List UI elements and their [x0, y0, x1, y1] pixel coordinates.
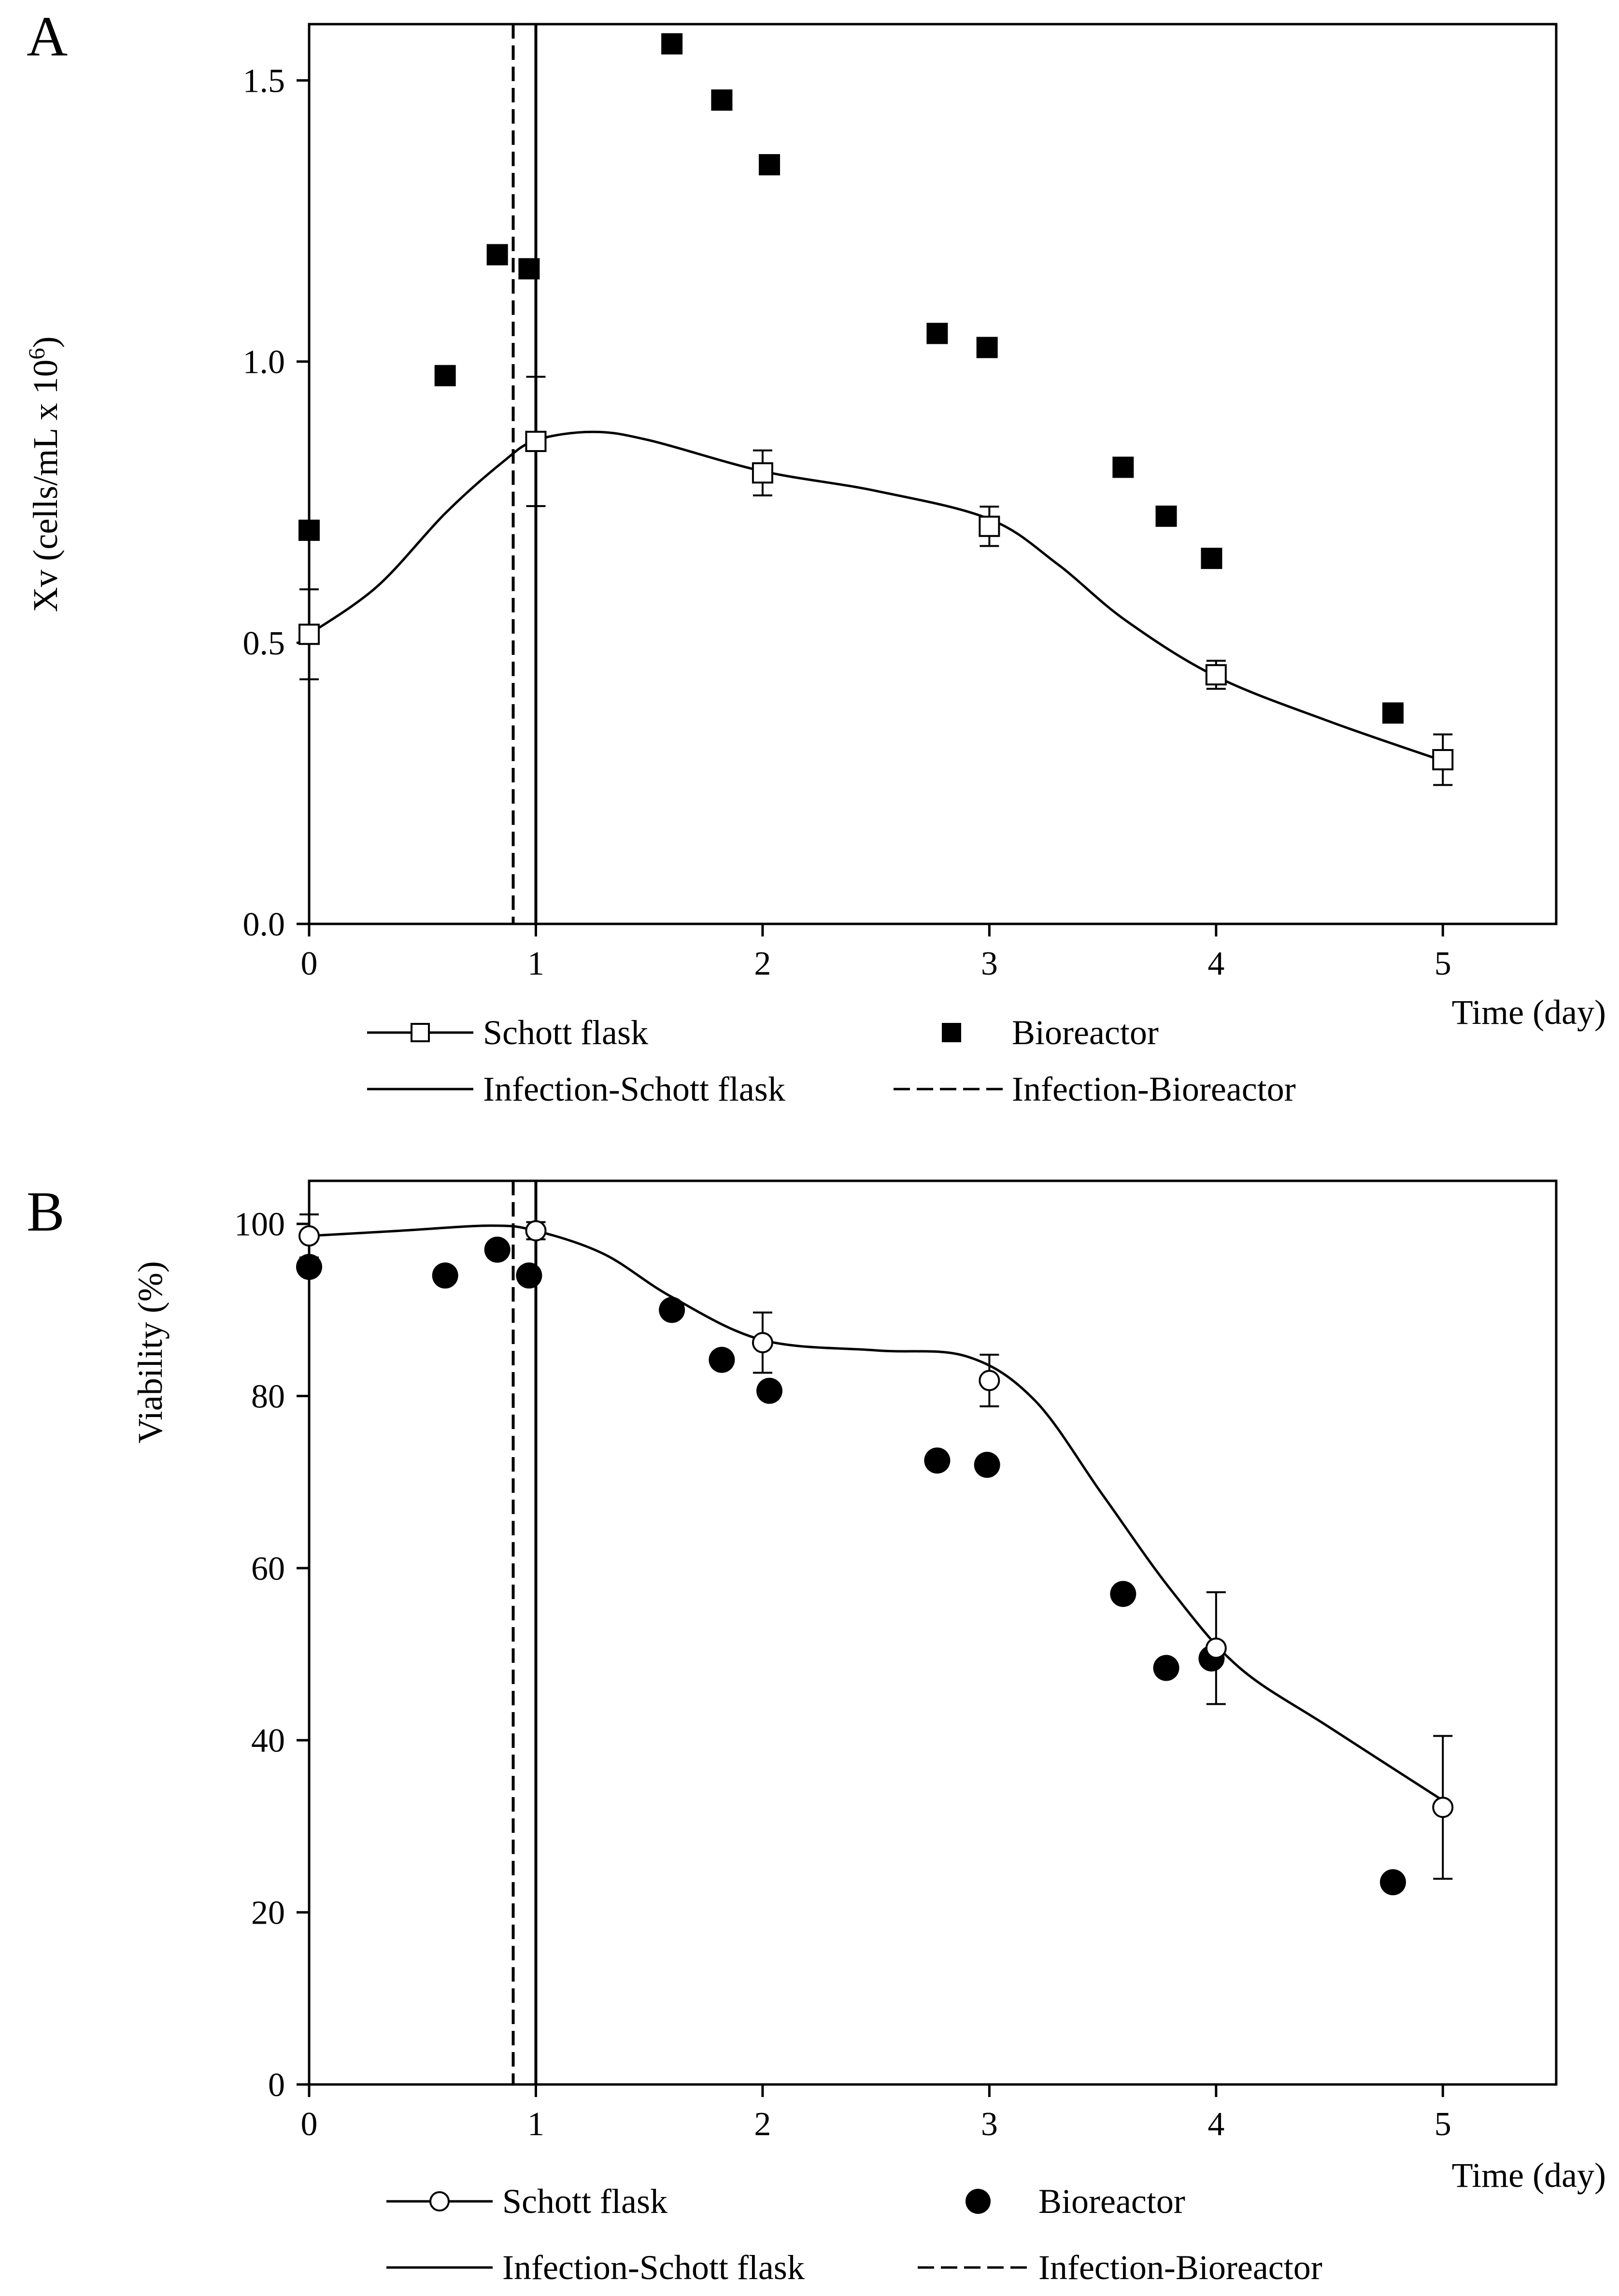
- bioreactor-point: [926, 323, 948, 344]
- bioreactor-point: [1155, 505, 1177, 527]
- bioreactor-point: [659, 1297, 685, 1323]
- x-tick-label: 4: [1207, 2106, 1224, 2143]
- x-axis-title: Time (day): [1452, 993, 1606, 1032]
- bioreactor-point: [518, 258, 540, 280]
- legend-schott-flask-label: Schott flask: [502, 2182, 667, 2221]
- x-tick-label: 3: [981, 2106, 998, 2143]
- y-tick-label: 80: [251, 1378, 285, 1415]
- legend: Schott flask Bioreactor Infection-Schott f…: [367, 1013, 1296, 1108]
- schott-flask-point: [1205, 1637, 1227, 1659]
- schott-flask-point: [979, 515, 1000, 537]
- bioreactor-point: [432, 1262, 458, 1289]
- schott-flask-point: [752, 1332, 773, 1353]
- x-tick-label: 2: [754, 2106, 771, 2143]
- legend-infection-bioreactor-label: Infection-Bioreactor: [1038, 2248, 1322, 2287]
- schott-flask-point: [979, 1370, 1000, 1391]
- bioreactor-point: [298, 519, 320, 541]
- bioreactor-point: [758, 154, 780, 176]
- legend-bioreactor-marker: [942, 1023, 961, 1042]
- y-tick-label: 0.0: [243, 906, 285, 943]
- bioreactor-point: [484, 1236, 511, 1263]
- x-tick-label: 5: [1434, 2106, 1451, 2143]
- x-tick-label: 2: [754, 945, 771, 982]
- schott-flask-point: [525, 1220, 547, 1242]
- y-tick-label: 1.5: [243, 62, 285, 99]
- bioreactor-point: [709, 1346, 735, 1373]
- x-tick-label: 3: [981, 945, 998, 982]
- y-tick-label: 0.5: [243, 625, 285, 662]
- x-tick-label: 0: [301, 2106, 318, 2143]
- legend-schott-flask-marker: [429, 2191, 450, 2211]
- bioreactor-point: [296, 1254, 322, 1280]
- legend-schott-flask-label: Schott flask: [483, 1013, 648, 1052]
- legend-infection-schott-flask-label: Infection-Schott flask: [483, 1070, 785, 1108]
- x-tick-label: 1: [527, 2106, 544, 2143]
- y-tick-label: 40: [251, 1722, 285, 1759]
- y-tick-label: 1.0: [243, 344, 285, 381]
- bioreactor-point: [1201, 548, 1222, 569]
- legend-bioreactor-marker: [966, 2189, 991, 2214]
- bioreactor-point: [756, 1377, 782, 1404]
- bioreactor-point: [1382, 702, 1404, 724]
- schott-flask-point: [1432, 749, 1454, 771]
- schott-flask-fit-curve: [308, 430, 1444, 762]
- bioreactor-point: [1153, 1655, 1179, 1681]
- x-axis-title: Time (day): [1452, 2156, 1606, 2195]
- schott-flask-point: [298, 1225, 320, 1247]
- schott-flask-fit-curve: [309, 1224, 1444, 1802]
- bioreactor-point: [974, 1452, 1000, 1478]
- y-axis-title: Xv (cells/mL x 106): [24, 336, 65, 612]
- legend-bioreactor-label: Bioreactor: [1012, 1013, 1159, 1052]
- bioreactor-point: [1112, 456, 1134, 478]
- y-tick-label: 60: [251, 1550, 285, 1587]
- bioreactor-point: [976, 337, 998, 358]
- bioreactor-point: [516, 1262, 542, 1289]
- bioreactor-point: [434, 365, 456, 386]
- panel-letter: A: [27, 5, 68, 68]
- bioreactor-point: [924, 1447, 951, 1474]
- bioreactor-point: [486, 244, 508, 266]
- legend-infection-bioreactor-label: Infection-Bioreactor: [1012, 1070, 1296, 1108]
- x-tick-label: 0: [301, 945, 318, 982]
- bioreactor-point: [1379, 1869, 1406, 1896]
- schott-flask-point: [525, 430, 547, 452]
- panel-letter: B: [27, 1180, 65, 1243]
- schott-flask-point: [1432, 1797, 1454, 1818]
- panel-b: B 0 1 2 3 4 5 0 20 40 60 80 100 Viability (%) Time (da…: [27, 1179, 1606, 2287]
- schott-flask-point: [298, 624, 320, 645]
- bioreactor-point: [661, 33, 683, 55]
- y-axis-title: Viability (%): [131, 1261, 170, 1444]
- bioreactor-point: [711, 89, 733, 111]
- legend-schott-flask-marker: [411, 1023, 430, 1042]
- legend-bioreactor-label: Bioreactor: [1038, 2182, 1185, 2221]
- bioreactor-point: [1110, 1581, 1136, 1607]
- x-tick-label: 5: [1434, 945, 1451, 982]
- y-tick-label: 100: [234, 1206, 285, 1243]
- x-tick-label: 1: [527, 945, 544, 982]
- legend-infection-schott-flask-label: Infection-Schott flask: [502, 2248, 805, 2287]
- legend: Schott flask Bioreactor Infection-Schott f…: [386, 2182, 1322, 2287]
- schott-flask-point: [1205, 664, 1227, 686]
- plot-frame: [308, 1179, 1558, 2086]
- x-tick-label: 4: [1207, 945, 1224, 982]
- y-tick-label: 0: [268, 2067, 285, 2104]
- y-tick-label: 20: [251, 1895, 285, 1932]
- plot-frame: [308, 23, 1558, 925]
- panel-a: A 0 1 2 3 4 5 0.0 0.5 1.0 1.5 Xv (cells/mL x 106) Ti…: [24, 5, 1606, 1108]
- schott-flask-point: [752, 462, 773, 484]
